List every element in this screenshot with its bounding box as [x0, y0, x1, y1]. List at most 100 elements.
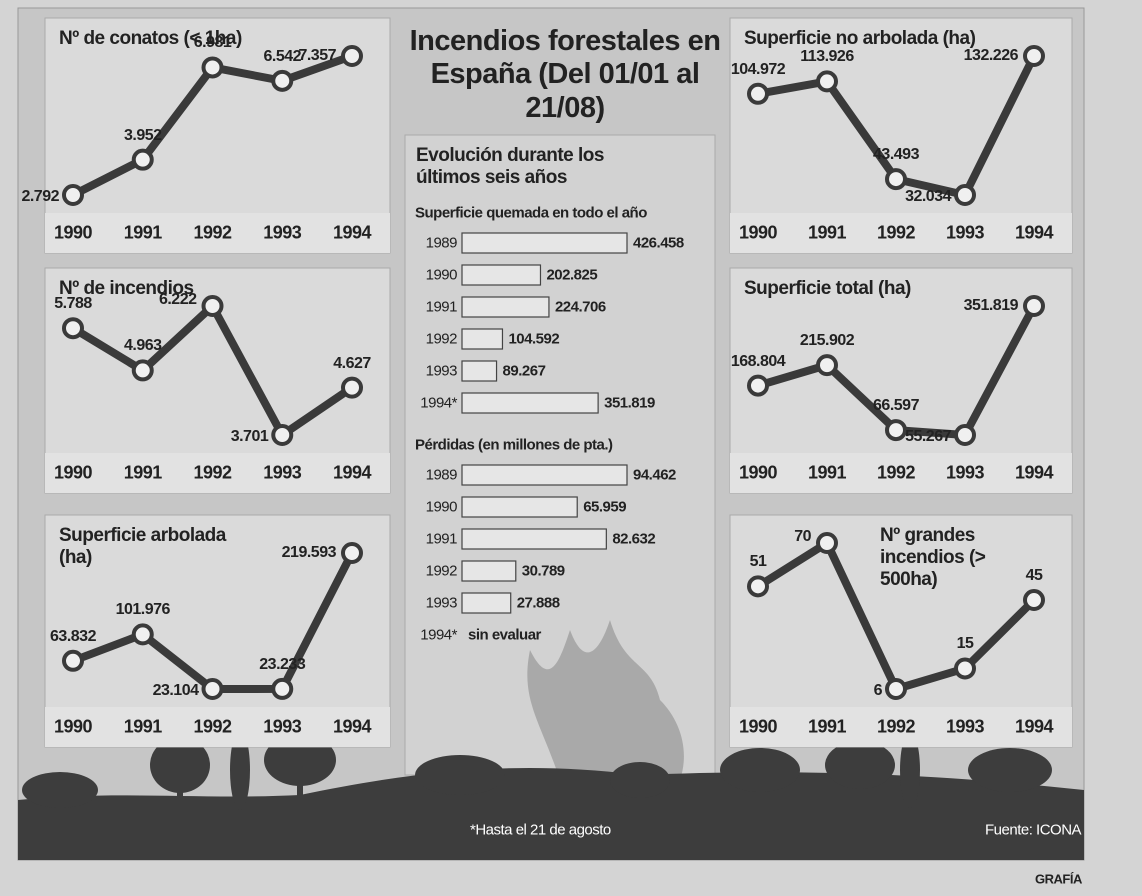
x-tick-label: 1990	[739, 717, 777, 738]
x-tick-label: 1990	[54, 463, 92, 484]
value-label: 351.819	[964, 297, 1018, 315]
marker	[818, 356, 836, 374]
x-tick-label: 1991	[808, 717, 846, 738]
marker	[134, 151, 152, 169]
value-label: 215.902	[800, 332, 854, 350]
value-label: 5.788	[54, 295, 92, 313]
footnote: *Hasta el 21 de agosto	[470, 821, 611, 838]
y-tick-label: 1994*	[420, 394, 457, 411]
marker	[273, 680, 291, 698]
value-label: 426.458	[633, 234, 684, 251]
bar	[462, 561, 516, 581]
marker	[343, 379, 361, 397]
x-tick-label: 1992	[193, 717, 231, 738]
value-label: 89.267	[503, 362, 546, 379]
x-tick-label: 1994	[1015, 223, 1053, 244]
value-label: 94.462	[633, 466, 676, 483]
y-tick-label: 1990	[426, 498, 457, 515]
value-label: 351.819	[604, 394, 655, 411]
value-label: 70	[794, 528, 811, 546]
value-label: 3.952	[124, 126, 162, 144]
x-tick-label: 1994	[333, 717, 371, 738]
marker	[134, 625, 152, 643]
value-label: 23.233	[259, 656, 305, 674]
main-title: Incendios forestales en España (Del 01/0…	[405, 25, 725, 125]
x-tick-label: 1994	[1015, 463, 1053, 484]
value-label: 82.632	[612, 530, 655, 547]
x-tick-label: 1993	[263, 463, 301, 484]
bar	[462, 361, 497, 381]
infographic: Incendios forestales en España (Del 01/0…	[0, 0, 1142, 896]
marker	[887, 680, 905, 698]
credit: GRAFÍA	[1035, 873, 1082, 888]
y-tick-label: 1989	[426, 234, 457, 251]
y-tick-label: 1991	[426, 530, 457, 547]
marker	[204, 58, 222, 76]
bar	[462, 529, 606, 549]
value-label: 224.706	[555, 298, 606, 315]
marker	[749, 85, 767, 103]
bar-title: Pérdidas (en millones de pta.)	[415, 436, 613, 453]
x-tick-label: 1994	[333, 223, 371, 244]
bar	[462, 465, 627, 485]
value-label: 45	[1026, 567, 1043, 585]
value-label: 23.104	[153, 682, 199, 700]
bar	[462, 265, 540, 285]
y-tick-label: 1994*	[420, 626, 457, 643]
y-tick-label: 1993	[426, 362, 457, 379]
value-label: 219.593	[282, 544, 336, 562]
value-label: 104.592	[508, 330, 559, 347]
value-label: 15	[957, 635, 974, 653]
value-label: 3.701	[231, 428, 269, 446]
value-label: 30.789	[522, 562, 565, 579]
source: Fuente: ICONA	[985, 821, 1081, 838]
value-label: 4.963	[124, 337, 162, 355]
bar	[462, 297, 549, 317]
value-label: 65.959	[583, 498, 626, 515]
marker	[204, 680, 222, 698]
value-label: sin evaluar	[468, 626, 541, 643]
value-label: 132.226	[964, 47, 1018, 65]
marker	[818, 534, 836, 552]
marker	[64, 652, 82, 670]
bar-title: Superficie quemada en todo el año	[415, 204, 647, 221]
value-label: 6.222	[159, 291, 197, 309]
x-tick-label: 1992	[877, 717, 915, 738]
x-tick-label: 1991	[808, 223, 846, 244]
bar	[462, 497, 577, 517]
bar	[462, 329, 502, 349]
marker	[64, 319, 82, 337]
value-label: 43.493	[873, 146, 919, 164]
panel-title: Superficie arbolada (ha)	[59, 525, 249, 569]
value-label: 55.267	[905, 428, 951, 446]
value-label: 113.926	[800, 48, 853, 66]
marker	[273, 72, 291, 90]
y-tick-label: 1992	[426, 330, 457, 347]
x-tick-label: 1993	[263, 717, 301, 738]
y-tick-label: 1990	[426, 266, 457, 283]
value-label: 6.981	[194, 34, 232, 52]
x-tick-label: 1990	[54, 223, 92, 244]
x-tick-label: 1990	[739, 463, 777, 484]
value-label: 101.976	[116, 601, 170, 619]
y-tick-label: 1991	[426, 298, 457, 315]
marker	[64, 186, 82, 204]
marker	[343, 544, 361, 562]
value-label: 27.888	[517, 594, 560, 611]
value-label: 2.792	[21, 188, 59, 206]
x-tick-label: 1993	[946, 463, 984, 484]
value-label: 51	[750, 553, 767, 571]
x-tick-label: 1993	[263, 223, 301, 244]
x-tick-label: 1992	[193, 463, 231, 484]
value-label: 4.627	[333, 354, 371, 372]
x-tick-label: 1991	[124, 463, 162, 484]
x-tick-label: 1992	[193, 223, 231, 244]
y-tick-label: 1989	[426, 466, 457, 483]
panel-title: Nº grandes incendios (> 500ha)	[880, 525, 1030, 591]
value-label: 32.034	[905, 188, 951, 206]
x-tick-label: 1994	[1015, 717, 1053, 738]
y-tick-label: 1993	[426, 594, 457, 611]
value-label: 7.357	[298, 47, 336, 65]
value-label: 6.542	[263, 48, 301, 66]
marker	[273, 426, 291, 444]
